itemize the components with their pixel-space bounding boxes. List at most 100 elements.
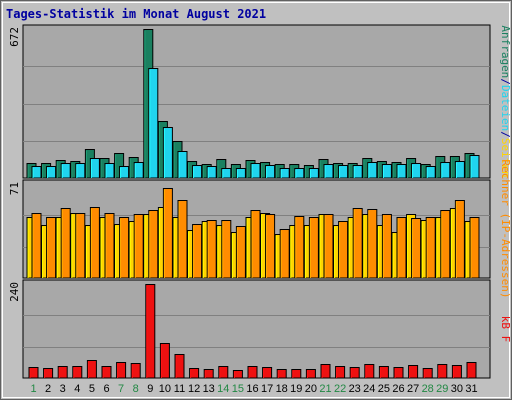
bar-kbf-day-1 — [28, 367, 39, 379]
bar-rechner-day-6 — [104, 213, 115, 279]
bar-dateien-day-6 — [104, 163, 115, 179]
y-max-label: 240 — [8, 282, 21, 302]
x-tick-day-13: 13 — [203, 383, 215, 395]
x-tick-day-5: 5 — [89, 383, 95, 395]
bar-rechner-day-10 — [162, 188, 173, 279]
x-tick-day-14: 14 — [217, 383, 229, 395]
x-tick-day-22: 22 — [334, 383, 346, 395]
x-tick-day-26: 26 — [392, 383, 404, 395]
legend-segment: Seiten — [499, 138, 512, 178]
bar-dateien-day-9 — [148, 68, 159, 179]
bar-dateien-day-8 — [133, 162, 144, 179]
bar-rechner-day-1 — [31, 213, 42, 279]
plot-area — [22, 24, 491, 179]
bar-kbf-day-18 — [276, 369, 287, 379]
bar-dateien-day-30 — [454, 161, 465, 179]
bar-rechner-day-21 — [323, 214, 334, 279]
bar-rechner-day-18 — [279, 229, 290, 279]
bar-kbf-day-4 — [72, 366, 83, 379]
x-tick-day-9: 9 — [147, 383, 153, 395]
bar-rechner-day-29 — [440, 210, 451, 279]
bar-kbf-day-9 — [145, 284, 156, 379]
bar-kbf-day-5 — [86, 360, 97, 379]
x-tick-day-1: 1 — [30, 383, 36, 395]
bar-dateien-day-27 — [411, 163, 422, 179]
bar-dateien-day-4 — [75, 163, 86, 179]
bar-rechner-day-24 — [367, 209, 378, 279]
bar-rechner-day-23 — [352, 208, 363, 279]
bar-kbf-day-19 — [291, 369, 302, 379]
legend-segment: Rechner — [499, 159, 512, 206]
bar-dateien-day-11 — [177, 151, 188, 179]
x-tick-day-25: 25 — [378, 383, 390, 395]
bar-dateien-day-18 — [279, 168, 290, 179]
x-tick-day-27: 27 — [407, 383, 419, 395]
x-tick-day-29: 29 — [436, 383, 448, 395]
bar-rechner-day-28 — [425, 217, 436, 279]
x-tick-day-28: 28 — [422, 383, 434, 395]
bar-kbf-day-28 — [422, 368, 433, 379]
legend-hits-files-panel: Anfragen/Dateien/Seiten — [499, 25, 512, 177]
bar-rechner-day-16 — [250, 210, 261, 279]
bar-dateien-day-17 — [265, 165, 276, 179]
bar-kbf-day-3 — [57, 366, 68, 379]
bar-dateien-day-15 — [235, 168, 246, 179]
bar-dateien-day-5 — [89, 158, 100, 179]
x-tick-day-23: 23 — [349, 383, 361, 395]
x-tick-day-11: 11 — [174, 383, 185, 395]
bar-dateien-day-26 — [396, 164, 407, 179]
bar-rechner-day-27 — [411, 218, 422, 279]
x-tick-day-12: 12 — [188, 383, 200, 395]
bar-kbf-day-8 — [130, 363, 141, 379]
x-tick-day-21: 21 — [319, 383, 331, 395]
bar-kbf-day-22 — [335, 366, 346, 379]
bar-dateien-day-23 — [352, 165, 363, 179]
x-tick-day-19: 19 — [290, 383, 302, 395]
bar-dateien-day-3 — [60, 163, 71, 179]
x-tick-day-18: 18 — [276, 383, 288, 395]
bar-rechner-day-12 — [192, 224, 203, 279]
bar-kbf-day-29 — [437, 364, 448, 379]
legend-segment: / — [499, 78, 512, 85]
bar-kbf-day-26 — [393, 367, 404, 379]
bar-dateien-day-24 — [367, 162, 378, 179]
legend-segment: Anfragen — [499, 25, 512, 78]
bar-kbf-day-16 — [247, 366, 258, 379]
legend-segment: kB F — [499, 316, 512, 343]
bar-rechner-day-19 — [294, 216, 305, 279]
bar-rechner-day-4 — [75, 213, 86, 279]
x-tick-day-24: 24 — [363, 383, 375, 395]
legend-kbf-panel: kB F — [499, 316, 512, 343]
bar-rechner-day-31 — [469, 217, 480, 279]
bar-dateien-day-21 — [323, 164, 334, 179]
bar-dateien-day-19 — [294, 168, 305, 179]
x-tick-day-31: 31 — [465, 383, 477, 395]
bar-kbf-day-10 — [159, 343, 170, 379]
bar-kbf-day-13 — [203, 369, 214, 379]
bar-kbf-day-25 — [378, 366, 389, 379]
x-tick-day-6: 6 — [103, 383, 109, 395]
x-tick-day-8: 8 — [133, 383, 139, 395]
bar-dateien-day-7 — [119, 166, 130, 179]
y-max-label: 71 — [8, 182, 21, 195]
bar-kbf-day-31 — [466, 362, 477, 379]
bar-dateien-day-14 — [221, 168, 232, 179]
bar-kbf-day-30 — [451, 365, 462, 379]
bar-dateien-day-25 — [381, 164, 392, 179]
x-tick-day-4: 4 — [74, 383, 80, 395]
legend-segment: (IP-Adressen) — [499, 206, 512, 299]
bar-rechner-day-8 — [133, 214, 144, 279]
bar-kbf-day-21 — [320, 364, 331, 379]
x-tick-day-17: 17 — [261, 383, 273, 395]
bar-dateien-day-31 — [469, 155, 480, 179]
bar-dateien-day-10 — [162, 127, 173, 179]
bar-kbf-day-7 — [116, 362, 127, 379]
bar-rechner-day-2 — [46, 217, 57, 279]
bar-dateien-day-13 — [206, 166, 217, 179]
hits-files-panel: 672 — [8, 24, 491, 179]
x-tick-day-15: 15 — [232, 383, 244, 395]
x-tick-day-2: 2 — [45, 383, 51, 395]
